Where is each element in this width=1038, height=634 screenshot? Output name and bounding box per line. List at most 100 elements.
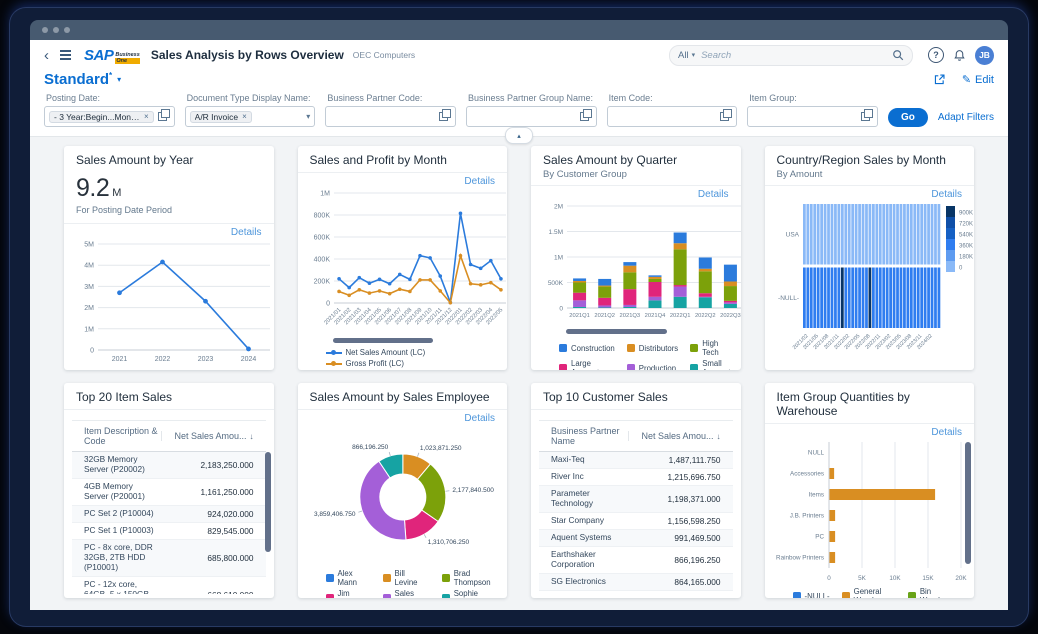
legend-marker [792, 592, 801, 598]
table-row[interactable]: Aquent Systems 991,469.500 [539, 529, 733, 547]
legend-item[interactable]: Sales Manager [382, 589, 430, 598]
variant-chevron-icon[interactable]: ▾ [117, 75, 122, 84]
column-header[interactable]: Business Partner Name [551, 426, 620, 446]
cell-amount: 2,183,250.000 [200, 459, 254, 470]
horizontal-scrollbar[interactable] [566, 329, 667, 334]
legend-item[interactable]: Small Accounts [690, 359, 734, 370]
card-sales-amount-by-quarter: Sales Amount by Quarter By Customer Grou… [531, 146, 741, 370]
value-help-icon[interactable] [438, 109, 451, 121]
table-row[interactable]: PC Set 2 (P10004) 924,020.000 [72, 505, 266, 523]
filter-input[interactable] [606, 106, 738, 127]
filter-item-code: Item Code: [606, 93, 738, 127]
filter-input[interactable] [747, 106, 878, 127]
legend-item[interactable]: -NULL- [792, 592, 830, 598]
go-button[interactable]: Go [887, 108, 928, 127]
avatar[interactable]: JB [975, 45, 994, 65]
table-row[interactable]: 4GB Memory Server (P20001) 1,161,250.000 [72, 479, 266, 506]
window-titlebar [30, 20, 1008, 40]
legend-item[interactable]: Sophie Klogg [441, 589, 495, 598]
token-remove-icon[interactable]: × [143, 112, 149, 121]
svg-text:Rainbow Printers: Rainbow Printers [776, 555, 824, 562]
legend-item[interactable]: Brad Thompson [441, 569, 495, 587]
legend-marker [382, 594, 391, 598]
collapse-header-button[interactable]: ▴ [505, 127, 533, 144]
window-control-dot[interactable] [64, 27, 70, 33]
legend-item[interactable]: General Warehouse [841, 587, 896, 598]
table-row[interactable]: 32GB Memory Server (P20002) 2,183,250.000 [72, 452, 266, 479]
search-scope-select[interactable]: All ▾ [678, 50, 695, 61]
column-header-sortable[interactable]: Net Sales Amou... ↓ [627, 431, 733, 441]
filter-label: Business Partner Code: [327, 93, 423, 103]
menu-icon[interactable] [60, 54, 71, 56]
share-icon[interactable] [933, 73, 946, 86]
legend-item[interactable]: Gross Profit (LC) [325, 359, 404, 368]
column-header-sortable[interactable]: Net Sales Amou... ↓ [160, 431, 266, 441]
legend-item[interactable]: Jim Boswick [325, 589, 371, 598]
card-title: Country/Region Sales by Month [776, 153, 946, 167]
filter-input[interactable] [325, 106, 456, 127]
legend-item[interactable]: Distributors [626, 344, 678, 353]
svg-text:200K: 200K [313, 279, 330, 286]
table-row[interactable]: River Inc 1,215,696.750 [539, 469, 733, 486]
chart-legend: Alex Mann Bill Levine Brad Thompson Jim Bos… [306, 566, 500, 598]
search-input[interactable]: Search [701, 49, 732, 61]
card-sales-and-profit-by-month: Sales and Profit by Month Details 0 200K 4… [297, 146, 508, 370]
legend-label: Sales Manager [394, 589, 415, 598]
legend-item[interactable]: Net Sales Amount (LC) [325, 348, 425, 357]
token-remove-icon[interactable]: × [242, 112, 247, 121]
table-row[interactable]: Earthshaker Corporation 866,196.250 [539, 547, 733, 574]
table-row[interactable]: Microchips612,922.500 [539, 591, 733, 594]
cell-amount: 668,610.000 [162, 590, 266, 595]
filter-input[interactable]: - 3 Year:Begin...Month:End (1/1/2021...× [44, 106, 175, 127]
select-chevron-icon[interactable]: ▾ [306, 112, 311, 121]
help-icon[interactable]: ? [928, 47, 944, 63]
table-row[interactable]: Star Company 1,156,598.250 [539, 513, 733, 530]
legend-item[interactable]: Construction [559, 344, 615, 353]
value-help-icon[interactable] [579, 109, 592, 121]
legend-item[interactable]: Alex Mann [325, 569, 371, 587]
window-control-dot[interactable] [53, 27, 59, 33]
details-link[interactable]: Details [230, 227, 262, 238]
cell-amount: 864,165.000 [674, 576, 721, 587]
edit-button[interactable]: ✎ Edit [961, 73, 994, 87]
legend-item[interactable]: Bin Warehouse [907, 587, 962, 598]
heatmap-country-sales: Details USA -NULL- 2021/02 2021/05 2021/08 20… [765, 186, 975, 370]
legend-item[interactable]: Production [626, 364, 678, 370]
vertical-scrollbar[interactable] [264, 452, 271, 552]
vertical-scrollbar[interactable] [965, 442, 971, 564]
details-link[interactable]: Details [464, 413, 495, 424]
legend-item[interactable]: High Tech [690, 339, 734, 357]
svg-text:1M: 1M [84, 326, 94, 333]
filter-input[interactable]: A/R Invoice × ▾ [184, 106, 316, 127]
details-link[interactable]: Details [931, 427, 962, 438]
card-header: Sales and Profit by Month [297, 146, 507, 173]
value-help-icon[interactable] [860, 109, 873, 121]
search-bar[interactable]: All ▾ Search [669, 44, 913, 66]
value-help-icon[interactable] [157, 109, 170, 121]
table-header-row: Item Description & Code Net Sales Amou...… [72, 420, 266, 452]
svg-text:NULL: NULL [807, 450, 824, 457]
table-row[interactable]: PC - 12x core, 64GB, 5 x 150GB SSD (P100… [72, 577, 266, 594]
filter-input[interactable] [465, 106, 597, 127]
logo-line2: One [115, 57, 140, 64]
details-link[interactable]: Details [931, 189, 962, 200]
notifications-bell-icon[interactable] [953, 49, 966, 62]
line-chart-sales-profit-month: Details 0 200K 400K 600K 800K 1M 2021/01 2021/0… [298, 173, 508, 370]
table-row[interactable]: Parameter Technology 1,198,371.000 [539, 485, 733, 513]
back-button[interactable]: ‹ [44, 46, 49, 64]
table-row[interactable]: Maxi-Teq 1,487,111.750 [539, 452, 733, 469]
value-help-icon[interactable] [720, 109, 733, 121]
column-header[interactable]: Item Description & Code [84, 426, 158, 446]
search-icon[interactable] [892, 49, 904, 61]
details-link[interactable]: Details [464, 176, 495, 187]
legend-item[interactable]: Large Accounts [559, 359, 615, 370]
variant-title[interactable]: Standard* [44, 71, 113, 88]
horizontal-scrollbar[interactable] [332, 338, 434, 343]
legend-item[interactable]: Bill Levine [382, 569, 430, 587]
adapt-filters-link[interactable]: Adapt Filters [937, 112, 994, 123]
table-row[interactable]: PC - 8x core, DDR 32GB, 2TB HDD (P10001)… [72, 539, 266, 577]
table-row[interactable]: SG Electronics 864,165.000 [539, 573, 733, 591]
table-row[interactable]: PC Set 1 (P10003) 829,545.000 [72, 523, 266, 540]
window-control-dot[interactable] [42, 27, 48, 33]
details-link[interactable]: Details [697, 189, 729, 200]
